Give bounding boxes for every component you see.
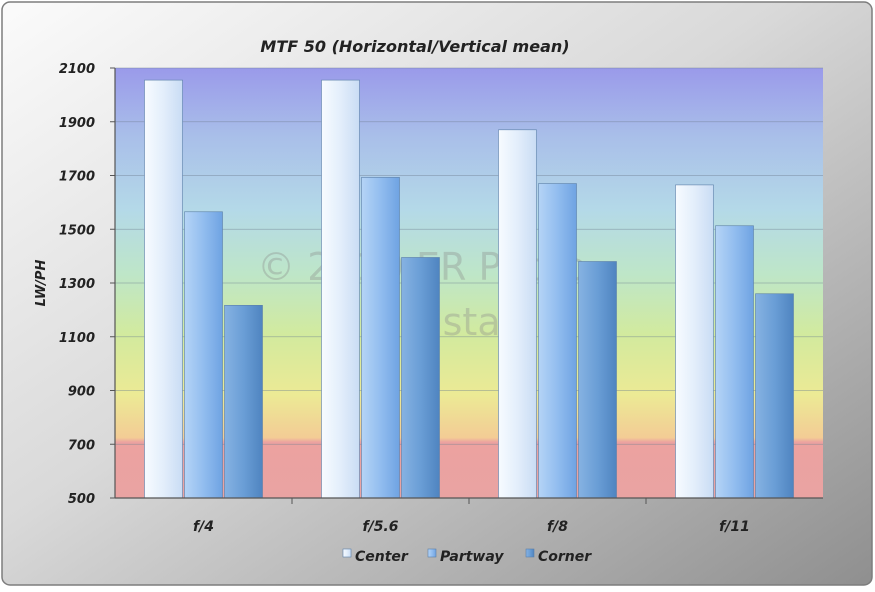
y-tick-label: 900 bbox=[68, 385, 95, 400]
y-tick-label: 1500 bbox=[59, 223, 95, 238]
legend-label-corner: Corner bbox=[538, 549, 592, 565]
bar-center-f11 bbox=[675, 184, 714, 499]
y-tick-label: 1300 bbox=[59, 277, 95, 292]
chart-title: MTF 50 (Horizontal/Vertical mean) bbox=[260, 37, 569, 56]
legend: Center Partway Corner bbox=[342, 548, 592, 565]
y-tick-label: 1700 bbox=[59, 170, 95, 185]
y-tick-label: 2100 bbox=[59, 62, 95, 77]
x-tick-label: f/8 bbox=[547, 519, 568, 535]
bar-partway-f56 bbox=[361, 177, 400, 499]
bar-center-f8 bbox=[498, 129, 537, 499]
y-tick-label: 1900 bbox=[59, 116, 95, 131]
legend-swatch-partway bbox=[427, 548, 437, 558]
x-tick-label: f/5.6 bbox=[362, 519, 398, 535]
bar-corner-f11 bbox=[755, 293, 794, 499]
y-tick-label: 700 bbox=[68, 438, 95, 453]
bar-center-f4 bbox=[144, 79, 183, 499]
bars-group bbox=[144, 79, 794, 499]
x-tick-label: f/4 bbox=[193, 519, 214, 535]
y-tick-label: 1100 bbox=[59, 331, 95, 346]
bar-corner-f8 bbox=[578, 261, 617, 499]
y-tick-label: 500 bbox=[68, 492, 95, 507]
y-axis-label: LW/PH bbox=[34, 260, 49, 307]
bar-corner-f4 bbox=[224, 305, 263, 499]
bar-corner-f56 bbox=[401, 257, 440, 499]
x-tick-label: f/11 bbox=[719, 519, 750, 535]
legend-swatch-corner bbox=[525, 548, 535, 558]
bar-partway-f4 bbox=[184, 211, 223, 499]
bar-partway-f11 bbox=[715, 225, 754, 499]
bar-partway-f8 bbox=[538, 183, 577, 499]
axes-group: 500 700 900 1100 1300 1500 1700 1900 2100 f/4 f/5.… bbox=[59, 62, 823, 535]
bar-center-f56 bbox=[321, 79, 360, 499]
legend-swatch-center bbox=[342, 548, 352, 558]
legend-label-center: Center bbox=[355, 549, 409, 565]
legend-label-partway: Partway bbox=[440, 549, 504, 565]
